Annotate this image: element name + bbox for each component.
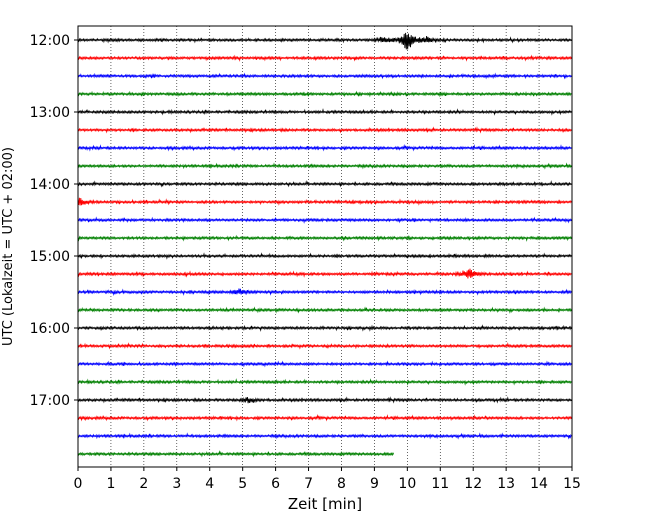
seismogram-trace xyxy=(77,90,572,98)
x-tick-label: 7 xyxy=(304,476,313,492)
x-tick-label: 0 xyxy=(74,476,83,492)
seismogram-trace xyxy=(77,432,572,440)
y-tick-label: 15:00 xyxy=(30,249,70,265)
seismogram-trace xyxy=(77,288,572,296)
y-tick-label: 16:00 xyxy=(30,321,70,337)
x-tick-label: 5 xyxy=(238,476,247,492)
seismogram-trace xyxy=(77,108,572,116)
x-axis-label: Zeit [min] xyxy=(288,495,362,513)
seismogram-traces xyxy=(77,32,572,458)
y-axis-label: UTC (Lokalzeit = UTC + 02:00) xyxy=(1,147,16,346)
seismogram-trace xyxy=(77,162,572,170)
x-axis-ticks: 0 1 2 3 4 5 6 7 8 9 10 11 12 13 14 15 xyxy=(74,467,581,492)
x-tick-label: 4 xyxy=(205,476,214,492)
y-tick-label: 17:00 xyxy=(30,393,70,409)
y-tick-label: 14:00 xyxy=(30,177,70,193)
seismogram-trace xyxy=(77,126,572,134)
x-tick-label: 2 xyxy=(139,476,148,492)
seismogram-trace xyxy=(77,216,572,224)
seismogram-trace xyxy=(77,54,572,62)
seismogram-trace xyxy=(77,32,572,50)
seismogram-trace xyxy=(77,268,572,279)
seismogram-trace xyxy=(77,342,572,350)
plot-frame xyxy=(77,25,573,468)
seismogram-trace xyxy=(77,144,572,152)
y-axis-ticks: 12:00 13:00 14:00 15:00 16:00 17:00 xyxy=(30,33,78,409)
seismogram-trace xyxy=(77,306,572,314)
x-tick-label: 12 xyxy=(464,476,482,492)
seismogram-trace xyxy=(77,414,572,422)
seismogram-trace xyxy=(77,360,572,368)
x-tick-label: 9 xyxy=(370,476,379,492)
seismogram-trace xyxy=(77,450,395,458)
x-tick-label: 13 xyxy=(497,476,515,492)
x-tick-label: 8 xyxy=(337,476,346,492)
seismogram-trace xyxy=(77,324,572,332)
x-tick-label: 1 xyxy=(106,476,115,492)
seismogram-trace xyxy=(77,72,572,80)
seismogram-trace xyxy=(77,180,572,188)
y-tick-label: 13:00 xyxy=(30,105,70,121)
seismogram-trace xyxy=(77,252,572,260)
x-tick-label: 14 xyxy=(530,476,548,492)
seismogram-trace xyxy=(77,234,572,242)
x-tick-label: 11 xyxy=(431,476,449,492)
seismogram-trace xyxy=(77,197,572,206)
x-tick-label: 3 xyxy=(172,476,181,492)
x-tick-label: 10 xyxy=(398,476,416,492)
x-tick-label: 15 xyxy=(563,476,581,492)
seismogram-trace xyxy=(77,396,572,404)
x-tick-label: 6 xyxy=(271,476,280,492)
seismogram-trace xyxy=(77,378,572,386)
y-tick-label: 12:00 xyxy=(30,33,70,49)
